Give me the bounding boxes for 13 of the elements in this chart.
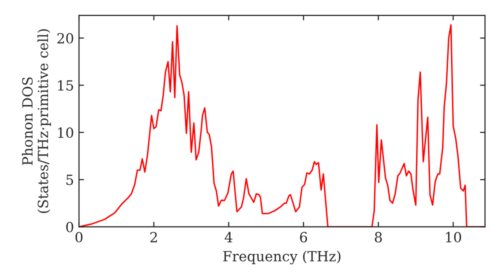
x-axis-title: Frequency (THz) [223,250,340,264]
y-tick-label: 15 [58,80,74,91]
y-tick-label: 20 [57,33,74,44]
x-tick-label: 8 [374,232,382,242]
y-axis-title: Phonon DOS (States/THz·primitive cell) [22,29,51,213]
x-tick-label: 10 [446,232,462,242]
x-tick-label: 0 [75,232,82,242]
x-tick-label: 4 [224,232,232,242]
x-tick-label: 2 [150,232,157,242]
y-tick-label: 0 [66,222,74,232]
x-tick-label: 6 [300,232,308,242]
y-tick-label: 10 [58,127,74,138]
y-tick-label: 5 [66,174,74,186]
